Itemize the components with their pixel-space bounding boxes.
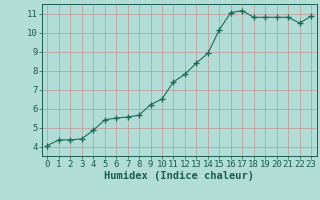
X-axis label: Humidex (Indice chaleur): Humidex (Indice chaleur) [104, 171, 254, 181]
